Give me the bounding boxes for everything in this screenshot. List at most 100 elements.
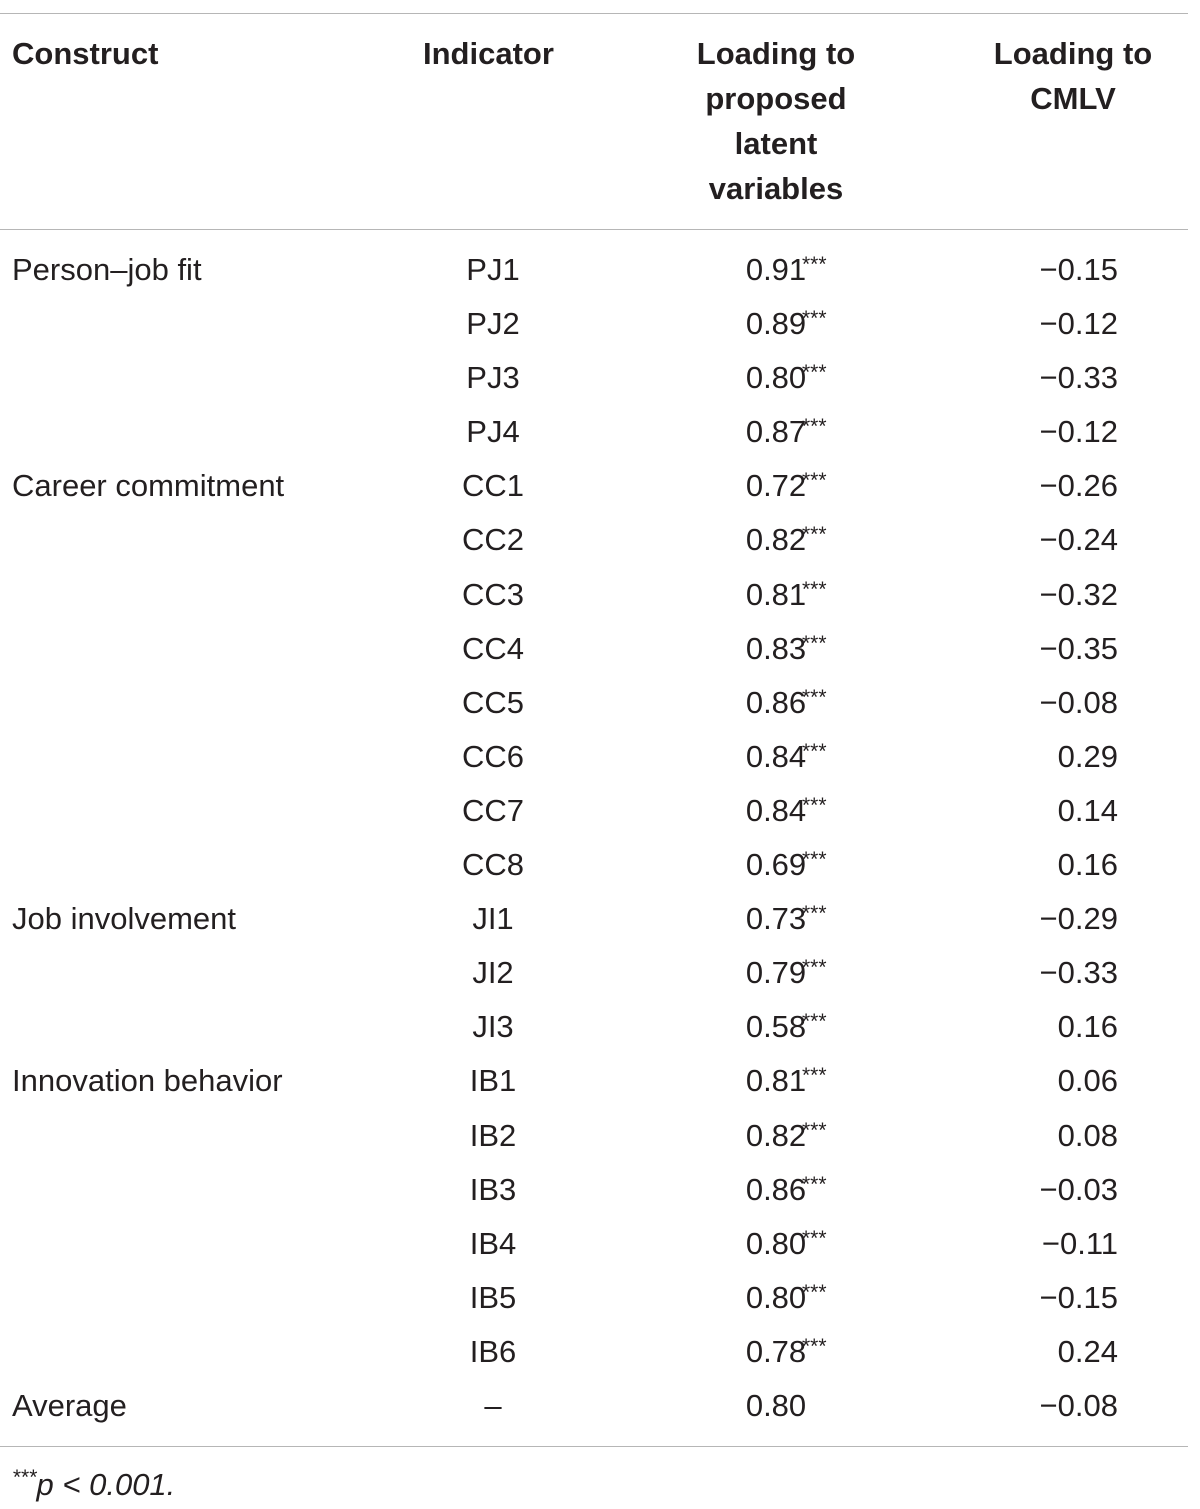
cell-indicator: JI3 <box>472 1009 514 1045</box>
cell-cmlv: −0.32 <box>1039 576 1118 612</box>
significance-marker: *** <box>802 1172 827 1196</box>
loading-value: 0.81 <box>745 1063 807 1099</box>
loading-value: 0.80 <box>745 1225 807 1261</box>
table-row: JI2 0.79 *** −0.33 <box>0 946 1188 1000</box>
loading-value: 0.83 <box>745 630 807 666</box>
cell-indicator: JI1 <box>472 901 514 937</box>
cell-indicator: CC6 <box>461 738 524 774</box>
header-indicator: Indicator <box>423 36 554 71</box>
significance-marker: *** <box>802 253 827 276</box>
loading-value: 0.82 <box>745 1117 807 1153</box>
loading-value: 0.78 <box>745 1333 807 1369</box>
cell-loading: 0.84 *** <box>650 784 902 838</box>
cell-loading: 0.87 *** <box>650 405 902 459</box>
cell-cmlv: −0.08 <box>1039 1387 1118 1423</box>
table-row: CC6 0.84 *** 0.29 <box>0 730 1188 784</box>
significance-marker: *** <box>802 902 827 926</box>
cell-indicator: PJ1 <box>466 252 520 287</box>
table-row: IB2 0.82 *** 0.08 <box>0 1109 1188 1163</box>
header-loading-latent-line: Loading to <box>696 36 856 71</box>
loading-value: 0.58 <box>745 1009 807 1045</box>
cell-loading: 0.82 *** <box>650 513 902 567</box>
cell-construct: Average <box>12 1387 127 1423</box>
cell-indicator: JI2 <box>472 955 514 991</box>
cell-loading: 0.79 *** <box>650 946 902 1000</box>
cell-cmlv: −0.35 <box>1039 630 1118 666</box>
footnote-marker: *** <box>12 1466 37 1489</box>
significance-marker: *** <box>802 956 827 980</box>
loading-value: 0.86 <box>745 1171 807 1207</box>
cell-cmlv: 0.29 <box>1057 738 1118 774</box>
significance-marker: *** <box>802 1280 827 1304</box>
cell-construct: Career commitment <box>12 468 285 504</box>
cell-loading: 0.69 *** <box>650 838 902 892</box>
significance-marker: *** <box>802 415 827 439</box>
cell-loading: 0.91 *** <box>650 243 902 297</box>
cell-cmlv: −0.11 <box>1041 1225 1118 1261</box>
significance-marker: *** <box>802 848 827 872</box>
cell-cmlv: −0.15 <box>1039 1279 1118 1315</box>
cell-indicator: CC8 <box>461 847 524 883</box>
cell-cmlv: 0.24 <box>1057 1333 1118 1369</box>
table-row: Person–job fit PJ1 0.91 *** −0.15 <box>0 243 1188 297</box>
cell-loading: 0.80 *** <box>650 1217 902 1271</box>
table-row: IB5 0.80 *** −0.15 <box>0 1271 1188 1325</box>
loading-value: 0.80 <box>745 1279 807 1315</box>
cell-cmlv: 0.14 <box>1057 792 1118 828</box>
table-row: CC4 0.83 *** −0.35 <box>0 622 1188 676</box>
cell-cmlv: −0.26 <box>1039 468 1118 504</box>
table-row: CC7 0.84 *** 0.14 <box>0 784 1188 838</box>
cell-indicator: PJ2 <box>466 306 520 342</box>
cell-cmlv: 0.16 <box>1057 1009 1118 1045</box>
header-construct: Construct <box>12 36 159 71</box>
significance-marker: *** <box>802 685 827 709</box>
footnote-text: p < 0.001. <box>36 1467 176 1502</box>
table-row: Innovation behavior IB1 0.81 *** 0.06 <box>0 1054 1188 1108</box>
table-row: IB6 0.78 *** 0.24 <box>0 1325 1188 1379</box>
cell-loading: 0.80 *** <box>650 1271 902 1325</box>
cell-loading: 0.83 *** <box>650 622 902 676</box>
table-row: IB3 0.86 *** −0.03 <box>0 1163 1188 1217</box>
cell-indicator: IB2 <box>469 1117 517 1153</box>
loading-value: 0.79 <box>745 955 807 991</box>
cell-loading: 0.81 *** <box>650 1054 902 1108</box>
table-row-average: Average – 0.80 −0.08 <box>0 1379 1188 1433</box>
cell-cmlv: −0.33 <box>1039 955 1118 991</box>
cell-indicator: PJ3 <box>466 360 520 396</box>
header-loading-cmlv-line: Loading to <box>993 36 1153 71</box>
table-row: CC2 0.82 *** −0.24 <box>0 513 1188 567</box>
table-row: Career commitment CC1 0.72 *** −0.26 <box>0 459 1188 513</box>
table-row: PJ4 0.87 *** −0.12 <box>0 405 1188 459</box>
header-loading-cmlv-line: CMLV <box>1030 81 1116 116</box>
cell-loading: 0.84 *** <box>650 730 902 784</box>
significance-marker: *** <box>802 1118 827 1142</box>
cell-loading: 0.72 *** <box>650 459 902 513</box>
table-row: CC5 0.86 *** −0.08 <box>0 676 1188 730</box>
table-bottom-rule <box>0 1446 1188 1447</box>
significance-marker: *** <box>802 361 827 385</box>
cell-loading: 0.73 *** <box>650 892 902 946</box>
cell-loading: 0.81 *** <box>650 568 902 622</box>
table-row: IB4 0.80 *** −0.11 <box>0 1217 1188 1271</box>
cell-indicator: IB1 <box>469 1063 517 1099</box>
cell-indicator: IB4 <box>469 1225 517 1261</box>
significance-marker: *** <box>802 1064 827 1088</box>
significance-marker: *** <box>802 307 827 331</box>
cell-construct: Person–job fit <box>12 252 202 287</box>
table-row: PJ2 0.89 *** −0.12 <box>0 297 1188 351</box>
header-loading-latent: Loading to proposed latent variables <box>650 31 902 211</box>
cell-cmlv: 0.06 <box>1057 1063 1118 1099</box>
loading-value: 0.91 <box>745 252 807 287</box>
significance-marker: *** <box>802 1010 827 1034</box>
significance-marker: *** <box>802 1226 827 1250</box>
cell-indicator: CC1 <box>461 468 524 504</box>
cell-cmlv: −0.08 <box>1039 684 1118 720</box>
cell-indicator: CC2 <box>461 522 524 558</box>
loading-value: 0.87 <box>745 414 807 450</box>
header-loading-cmlv: Loading to CMLV <box>958 31 1188 121</box>
table-row: CC3 0.81 *** −0.32 <box>0 568 1188 622</box>
table-body: Person–job fit PJ1 0.91 *** −0.15 PJ2 0.8… <box>0 243 1188 1433</box>
cell-loading: 0.80 <box>650 1379 902 1433</box>
significance-marker: *** <box>802 1334 827 1358</box>
loading-value: 0.82 <box>745 522 807 558</box>
